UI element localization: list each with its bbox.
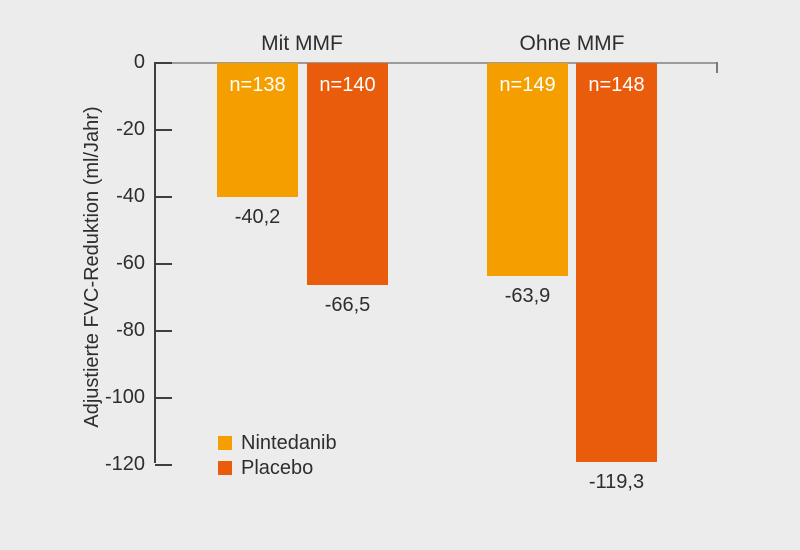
- y-axis-tick: [155, 129, 172, 131]
- y-axis-tick-label: -20: [116, 118, 145, 140]
- y-axis-line: [154, 62, 156, 463]
- bar-n-label: n=149: [499, 74, 556, 96]
- legend-label: Placebo: [241, 457, 314, 479]
- legend: Nintedanib Placebo: [218, 433, 337, 483]
- y-axis-tick-label: -60: [116, 252, 145, 274]
- legend-item-nintedanib: Nintedanib: [218, 433, 337, 453]
- bar-n-label: n=140: [319, 74, 376, 96]
- bar-value-label: -63,9: [504, 285, 551, 307]
- axis-end-tick: [716, 62, 718, 73]
- y-axis-tick: [155, 397, 172, 399]
- bar-nintedanib-ohne-mmf: n=149: [487, 63, 568, 276]
- bar-value-label: -66,5: [324, 294, 371, 316]
- y-axis-tick: [155, 196, 172, 198]
- y-axis-tick: [155, 464, 172, 466]
- y-axis-tick-label: -40: [116, 185, 145, 207]
- y-axis-tick-label: -80: [116, 319, 145, 341]
- zero-baseline: [155, 62, 717, 64]
- bar-value-label: -119,3: [588, 471, 645, 493]
- y-axis-tick-label: -100: [104, 386, 145, 408]
- bar-n-label: n=138: [229, 74, 286, 96]
- bar-placebo-mit-mmf: n=140: [307, 63, 388, 285]
- bar-nintedanib-mit-mmf: n=138: [217, 63, 298, 197]
- bar-n-label: n=148: [588, 74, 645, 96]
- y-axis-tick-label: -120: [104, 453, 145, 475]
- group-title-ohne-mmf: Ohne MMF: [519, 32, 625, 55]
- y-axis-tick-label: 0: [133, 51, 145, 73]
- bar-value-label: -40,2: [234, 206, 281, 228]
- legend-label: Nintedanib: [241, 432, 337, 454]
- legend-swatch-placebo: [218, 461, 232, 475]
- group-title-mit-mmf: Mit MMF: [261, 32, 343, 55]
- legend-item-placebo: Placebo: [218, 458, 337, 478]
- y-axis-tick: [155, 263, 172, 265]
- bar-placebo-ohne-mmf: n=148: [576, 63, 657, 462]
- y-axis-tick: [155, 62, 172, 64]
- y-axis-tick: [155, 330, 172, 332]
- legend-swatch-nintedanib: [218, 436, 232, 450]
